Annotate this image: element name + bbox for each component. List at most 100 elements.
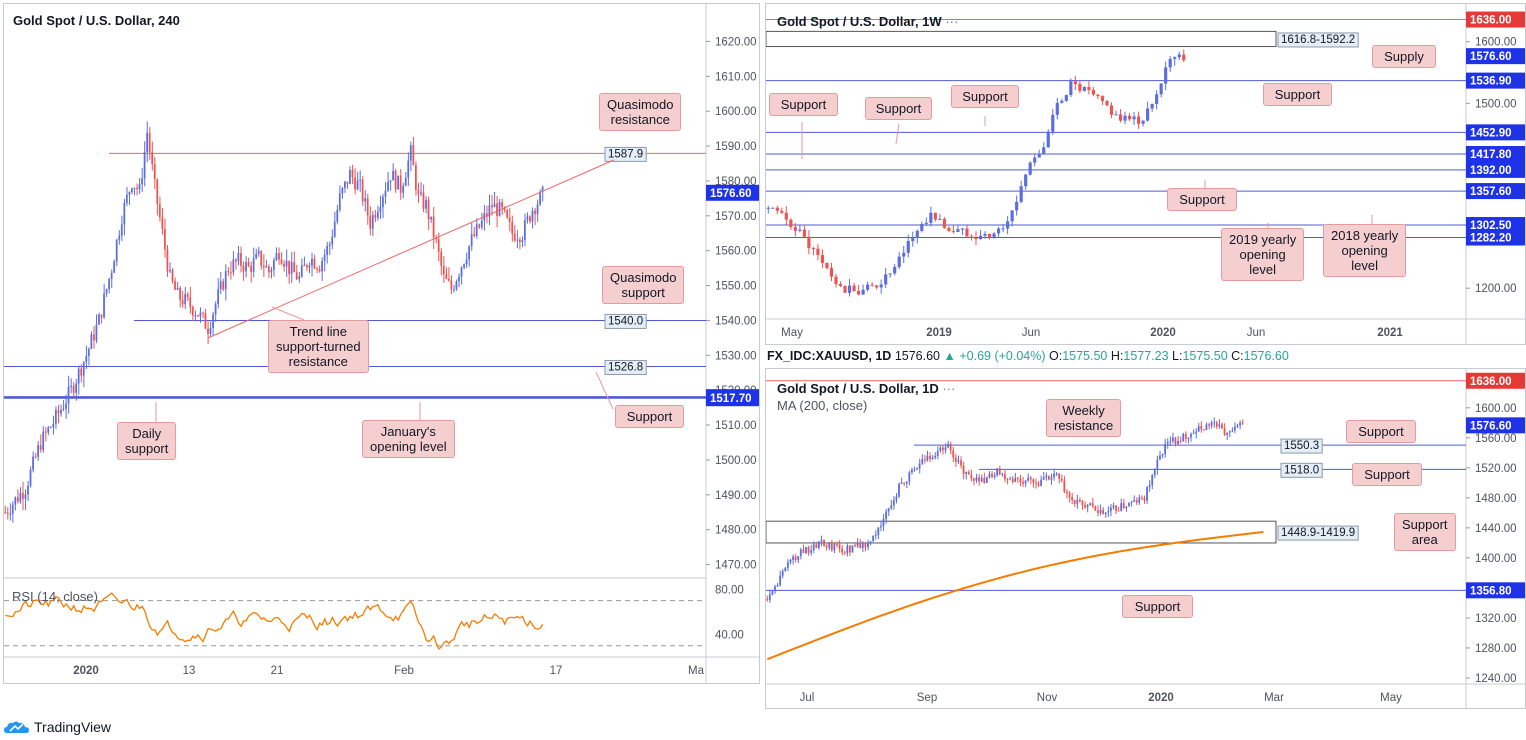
h4-candle-body <box>361 179 364 202</box>
weekly-chart-title: Gold Spot / U.S. Dollar, 1W ··· <box>777 14 958 29</box>
h4-candle-body <box>118 235 121 240</box>
h4-candle-body <box>214 304 217 315</box>
h4-candle-body <box>409 145 412 161</box>
d1-candle-body <box>776 585 779 587</box>
d1-candle-body <box>1177 441 1179 445</box>
tradingview-logo[interactable]: TradingView <box>4 719 111 735</box>
d1-candle-body <box>1156 459 1159 470</box>
h4-candle-body <box>148 132 151 153</box>
h4-candle-body <box>65 403 67 409</box>
d1-candle-body <box>784 567 787 572</box>
d1-candle-body <box>936 451 939 456</box>
h4-candle-body <box>242 265 245 272</box>
weekly-price-chart[interactable]: 1200.001300.001400.001500.001600.00May20… <box>766 4 1526 345</box>
d1-candle-body <box>1215 422 1218 427</box>
h4-candle-body <box>156 179 159 205</box>
ohlc-low: 1575.50 <box>1182 349 1228 363</box>
w1-candle-body <box>1091 90 1095 95</box>
d1-candle-body <box>1047 475 1050 480</box>
h4-candle-body <box>247 262 250 267</box>
h4-candle-body <box>24 494 27 499</box>
d1-candle-body <box>1058 473 1061 479</box>
h4-candle-body <box>52 423 55 428</box>
h4-x-tick-label: 17 <box>550 665 563 677</box>
h4-candle-body <box>430 216 432 220</box>
d1-candle-body <box>908 472 911 482</box>
d1-last-price-label: 1576.60 <box>1470 420 1512 432</box>
w1-candle-body <box>1150 103 1154 109</box>
d1-candle-body <box>851 545 854 553</box>
h4-candle-body <box>425 200 427 209</box>
d1-candle-body <box>789 559 792 563</box>
h4-candle-body <box>473 234 476 236</box>
d1-candle-body <box>885 511 887 520</box>
w1-candle-body <box>771 207 775 209</box>
h4-level-flag <box>706 390 759 407</box>
ohlc-o-label: O: <box>1049 349 1063 363</box>
d1-candle-body <box>1166 442 1169 444</box>
weekly-chart-panel[interactable]: 1200.001300.001400.001500.001600.00May20… <box>765 3 1526 345</box>
d1-candle-body <box>1208 424 1210 426</box>
h4-rsi-line <box>5 592 544 650</box>
w1-candle-body <box>1082 87 1086 91</box>
h4-y-tick-label: 1540.00 <box>715 315 757 327</box>
h4-candle-body <box>115 239 118 262</box>
h4-candle-body <box>417 189 420 194</box>
daily-price-chart[interactable]: 1240.001280.001320.001360.001400.001440.… <box>766 369 1526 709</box>
h4-candle-body <box>460 267 463 277</box>
h4-candle-body <box>326 245 329 255</box>
d1-candle-body <box>1143 498 1146 501</box>
w1-candle-body <box>766 207 770 209</box>
d1-candle-body <box>766 599 769 601</box>
h4-level-flag-label: 1517.70 <box>710 393 752 405</box>
h4-y-tick-label: 1530.00 <box>715 350 757 362</box>
d1-candle-body <box>1179 441 1182 443</box>
weekly-callout-support-d: Support <box>1167 188 1237 211</box>
d1-candle-body <box>1130 501 1133 503</box>
d1-candle-body <box>952 450 955 458</box>
h4-candle-body <box>82 362 85 376</box>
d1-candle-body <box>996 468 999 476</box>
h4-candle-body <box>498 202 501 216</box>
d1-candle-body <box>1060 478 1063 481</box>
d1-candle-body <box>1050 477 1053 480</box>
d1-x-tick-label: May <box>1380 692 1402 704</box>
d1-candle-body <box>1195 431 1198 434</box>
weekly-callout-2019-yearly: 2019 yearly opening level <box>1221 228 1305 281</box>
h4-candle-body <box>541 186 544 192</box>
w1-candle-body <box>1182 54 1186 61</box>
h4-candle-body <box>29 469 32 486</box>
h4-candle-body <box>163 228 166 250</box>
h4-candle-body <box>526 216 529 221</box>
d1-candle-body <box>1241 422 1244 424</box>
h4-candle-body <box>376 211 379 218</box>
d1-y-tick-label: 1400.00 <box>1475 553 1517 565</box>
h4-candle-body <box>93 334 95 341</box>
w1-candle-body <box>784 212 788 220</box>
h4-candle-body <box>453 289 455 291</box>
d1-candle-body <box>1228 431 1231 433</box>
daily-chart-panel[interactable]: 1240.001280.001320.001360.001400.001440.… <box>765 368 1526 709</box>
h4-price-chart[interactable]: 1470.001480.001490.001500.001510.001520.… <box>4 4 760 684</box>
d1-candle-body <box>1112 505 1115 508</box>
h4-candle-body <box>14 497 17 505</box>
w1-candle-body <box>965 228 969 237</box>
h4-candle-body <box>283 263 285 267</box>
tradingview-brand: TradingView <box>34 719 112 735</box>
h4-chart-panel[interactable]: 1470.001480.001490.001500.001510.001520.… <box>3 3 760 684</box>
h4-candle-body <box>171 269 174 282</box>
w1-candle-body <box>807 236 811 249</box>
d1-candle-body <box>1117 510 1120 512</box>
h4-callout-quasimodo-resistance: Quasimodo resistance <box>599 93 682 131</box>
h4-candle-body <box>354 177 356 190</box>
w1-candle-body <box>911 237 915 241</box>
d1-ma-line <box>766 530 1264 661</box>
h4-y-tick-label: 1480.00 <box>715 525 757 537</box>
h4-candle-body <box>359 179 361 181</box>
h4-candle-body <box>501 202 503 208</box>
d1-candle-body <box>1107 511 1110 513</box>
d1-candle-body <box>1187 437 1190 439</box>
h4-candle-body <box>209 327 212 334</box>
w1-zone-label: 1616.8-1592.2 <box>1281 34 1355 46</box>
h4-candle-body <box>394 170 397 190</box>
